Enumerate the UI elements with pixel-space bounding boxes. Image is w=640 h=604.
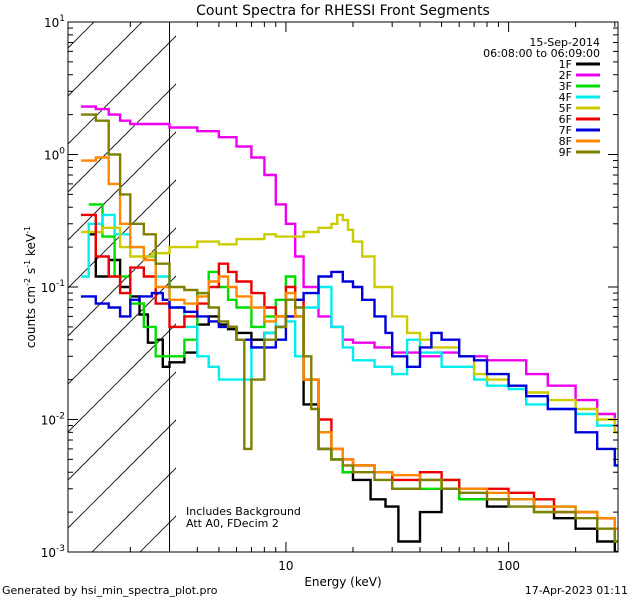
legend-label: 9F	[559, 146, 572, 159]
hatch-stroke	[68, 419, 176, 529]
legend-label: 8F	[559, 135, 572, 148]
y-tick-label: 101	[44, 14, 65, 30]
hatch-stroke	[68, 22, 143, 97]
series-line-9F	[80, 113, 618, 543]
series-line-4F	[80, 213, 618, 434]
observation-date: 15-Sep-2014	[529, 36, 600, 49]
hatch-stroke	[68, 371, 176, 481]
x-axis-label: Energy (keV)	[304, 575, 381, 589]
observation-time-range: 06:08:00 to 06:09:00	[483, 47, 600, 60]
legend-label: 1F	[559, 58, 572, 71]
annotation-attenuator: Att A0, FDecim 2	[186, 517, 279, 530]
legend-label: 5F	[559, 102, 572, 115]
generator-credit: Generated by hsi_min_spectra_plot.pro	[2, 584, 218, 597]
annotation-background: Includes Background	[186, 505, 301, 518]
legend-label: 3F	[559, 80, 572, 93]
legend-label: 7F	[559, 124, 572, 137]
hatch-stroke	[68, 179, 176, 289]
series-layer	[80, 105, 618, 552]
y-tick-label: 100	[44, 147, 65, 163]
hatch-stroke	[188, 0, 640, 552]
legend-label: 4F	[559, 91, 572, 104]
y-axis-label: counts cm-2 s-1 keV-1	[23, 226, 38, 348]
x-tick-label: 10	[278, 559, 293, 573]
legend-label: 6F	[559, 113, 572, 126]
generated-timestamp: 17-Apr-2023 01:11	[525, 584, 628, 597]
y-tick-label: 10-3	[41, 544, 65, 560]
legend-label: 2F	[559, 69, 572, 82]
axis-ticks	[68, 22, 618, 553]
hatch-stroke	[68, 275, 176, 385]
chart-title: Count Spectra for RHESSI Front Segments	[196, 3, 490, 19]
series-line-2F	[80, 105, 618, 427]
series-line-5F	[80, 213, 618, 434]
y-tick-labels: 101 100 10-1 10-2 10-3	[41, 14, 66, 560]
y-tick-label: 10-2	[41, 412, 65, 428]
x-tick-label: 100	[497, 559, 520, 573]
series-line-8F	[80, 156, 618, 530]
y-tick-label: 10-1	[41, 279, 65, 295]
series-line-6F	[80, 213, 618, 530]
hatch-stroke	[236, 0, 640, 552]
hatch-stroke	[68, 35, 176, 145]
series-line-7F	[80, 270, 618, 467]
